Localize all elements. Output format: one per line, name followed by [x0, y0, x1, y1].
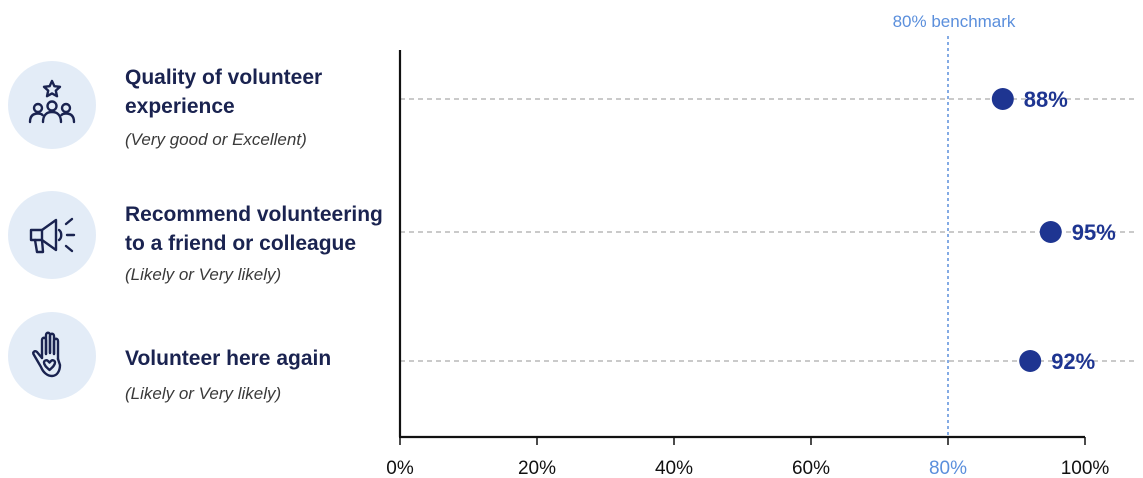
row-title-line: Volunteer here again	[125, 347, 332, 370]
row-title-line: Quality of volunteer	[125, 66, 323, 89]
row-subtitle-recommend: (Likely or Very likely)	[125, 265, 282, 284]
x-tick-label: 0%	[386, 458, 414, 478]
row-label-quality: Quality of volunteer experience (Very go…	[0, 57, 395, 177]
row-title-again: Volunteer here again	[125, 344, 331, 373]
row-title-line: experience	[125, 95, 235, 118]
row-label-recommend: Recommend volunteering to a friend or co…	[0, 190, 395, 310]
megaphone-icon	[8, 191, 96, 279]
data-value-label: 92%	[1051, 349, 1095, 374]
data-point	[1039, 221, 1062, 243]
data-point	[1019, 350, 1042, 372]
x-tick-label: 40%	[655, 458, 693, 478]
x-tick-label: 60%	[792, 458, 830, 478]
benchmark-label: 80% benchmark	[893, 12, 1016, 31]
people-star-icon	[8, 61, 96, 149]
row-subtitle-again: (Likely or Very likely)	[125, 384, 282, 403]
data-point	[991, 88, 1014, 110]
row-title-recommend: Recommend volunteering to a friend or co…	[125, 200, 383, 258]
row-title-line: Recommend volunteering	[125, 203, 383, 226]
row-label-again: Volunteer here again (Likely or Very lik…	[0, 310, 395, 430]
hand-heart-icon	[8, 312, 96, 400]
x-tick-label: 20%	[518, 458, 556, 478]
data-value-label: 95%	[1072, 220, 1116, 245]
x-tick-label: 100%	[1061, 458, 1110, 478]
row-subtitle-quality: (Very good or Excellent)	[125, 130, 307, 149]
data-value-label: 88%	[1024, 87, 1068, 112]
row-title-quality: Quality of volunteer experience	[125, 63, 322, 121]
row-title-line: to a friend or colleague	[125, 232, 357, 255]
x-tick-label: 80%	[929, 458, 967, 478]
